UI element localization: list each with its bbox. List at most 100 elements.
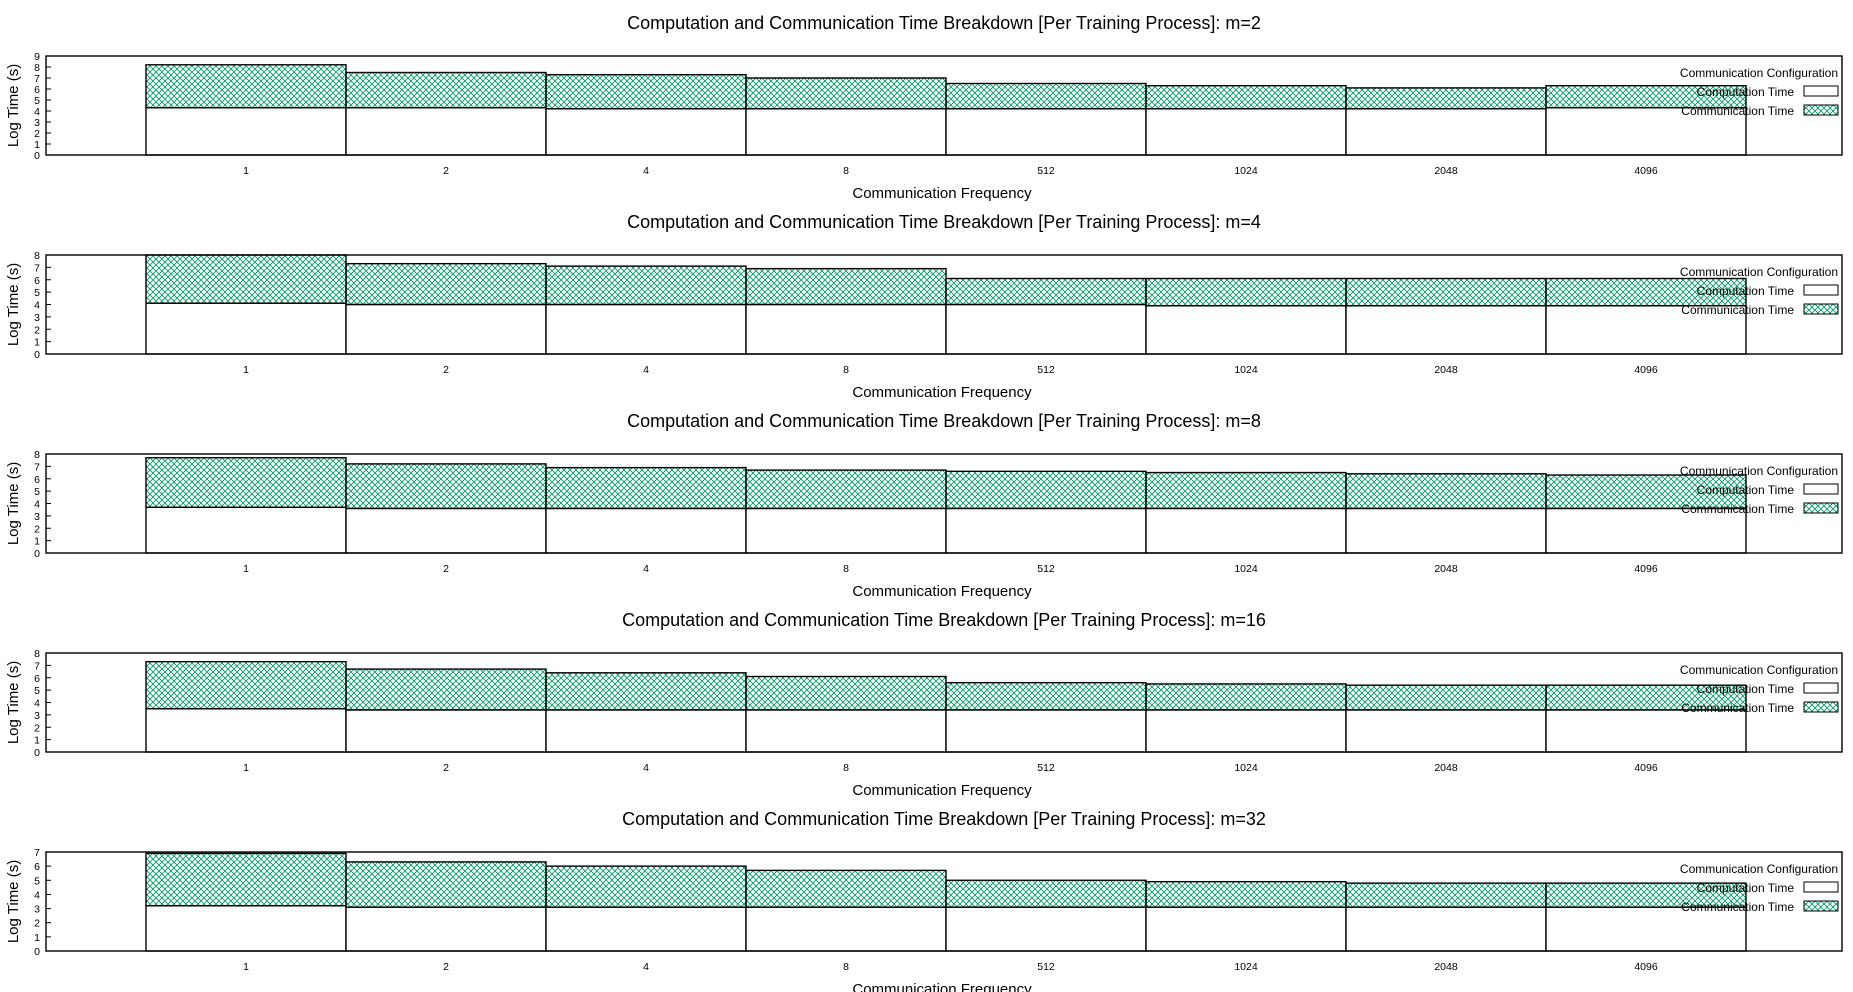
y-tick-label: 8 — [34, 62, 40, 74]
chart-title: Computation and Communication Time Break… — [627, 212, 1261, 232]
bar-communication — [945, 82, 1147, 110]
y-tick-label: 2 — [34, 324, 40, 336]
bar-communication — [145, 660, 347, 710]
chart-panel: Computation and Communication Time Break… — [5, 13, 1843, 202]
bar-computation — [945, 108, 1147, 156]
bar-computation — [545, 709, 747, 753]
y-tick-label: 0 — [34, 150, 40, 162]
bar-communication — [145, 852, 347, 907]
legend-swatch-communication — [1803, 701, 1839, 713]
x-tick-label: 8 — [843, 563, 849, 575]
bar-communication — [545, 466, 747, 510]
bar-computation — [745, 906, 947, 952]
bar-computation — [1145, 906, 1347, 952]
y-tick-label: 1 — [34, 932, 40, 944]
bar-communication — [1345, 684, 1547, 711]
bar-computation — [745, 108, 947, 156]
y-tick-label: 6 — [34, 84, 40, 96]
x-tick-label: 1024 — [1234, 961, 1258, 973]
x-tick-label: 1024 — [1234, 762, 1258, 774]
x-tick-label: 8 — [843, 762, 849, 774]
chart-panel: Computation and Communication Time Break… — [5, 610, 1843, 799]
y-tick-label: 2 — [34, 918, 40, 930]
y-axis-label: Log Time (s) — [5, 661, 22, 744]
legend-label: Communication Time — [1681, 502, 1794, 516]
chart-title: Computation and Communication Time Break… — [622, 610, 1266, 630]
legend: Communication Configuration Computation T… — [1680, 464, 1839, 516]
y-tick-label: 6 — [34, 861, 40, 873]
y-tick-label: 5 — [34, 95, 40, 107]
bar-computation — [345, 507, 547, 554]
chart-title: Computation and Communication Time Break… — [622, 809, 1266, 829]
x-tick-label: 8 — [843, 961, 849, 973]
y-tick-label: 7 — [34, 461, 40, 473]
y-tick-label: 4 — [34, 106, 40, 118]
x-tick-label: 1 — [243, 165, 249, 177]
y-tick-label: 4 — [34, 889, 40, 901]
bar-communication — [945, 879, 1147, 908]
x-axis-label: Communication Frequency — [852, 583, 1032, 600]
x-tick-label: 2048 — [1434, 762, 1458, 774]
y-tick-label: 2 — [34, 523, 40, 535]
legend-label: Computation Time — [1697, 682, 1795, 696]
plot-border — [45, 453, 1843, 554]
x-tick-label: 4 — [643, 762, 649, 774]
legend-label: Communication Time — [1681, 900, 1794, 914]
legend: Communication Configuration Computation T… — [1680, 66, 1839, 118]
y-tick-label: 0 — [34, 946, 40, 958]
legend-swatch-communication — [1803, 502, 1839, 514]
legend-swatch-computation — [1803, 682, 1839, 694]
legend-title: Communication Configuration — [1680, 663, 1838, 677]
y-tick-label: 1 — [34, 735, 40, 747]
bar-communication — [745, 77, 947, 110]
y-tick-label: 7 — [34, 660, 40, 672]
bar-computation — [1545, 305, 1747, 355]
legend-label: Computation Time — [1697, 85, 1795, 99]
x-tick-label: 1024 — [1234, 563, 1258, 575]
legend-swatch-computation — [1803, 881, 1839, 893]
bar-communication — [345, 262, 547, 306]
legend: Communication Configuration Computation T… — [1680, 862, 1839, 914]
y-tick-label: 2 — [34, 722, 40, 734]
bar-computation — [1345, 108, 1547, 156]
legend-title: Communication Configuration — [1680, 464, 1838, 478]
bar-computation — [745, 507, 947, 554]
bar-computation — [1145, 108, 1347, 156]
x-tick-label: 2048 — [1434, 563, 1458, 575]
bar-communication — [745, 675, 947, 711]
bar-communication — [745, 469, 947, 510]
chart-title: Computation and Communication Time Break… — [627, 13, 1261, 33]
bar-communication — [1145, 471, 1347, 510]
x-axis-label: Communication Frequency — [852, 782, 1032, 799]
bar-communication — [1345, 277, 1547, 307]
y-tick-label: 6 — [34, 673, 40, 685]
x-tick-label: 1 — [243, 364, 249, 376]
y-tick-label: 5 — [34, 486, 40, 498]
y-tick-label: 3 — [34, 312, 40, 324]
bar-computation — [1145, 507, 1347, 554]
legend-label: Communication Time — [1681, 104, 1794, 118]
y-tick-label: 7 — [34, 262, 40, 274]
bar-computation — [145, 506, 347, 554]
bar-communication — [345, 668, 547, 711]
bar-communication — [1345, 473, 1547, 510]
y-tick-label: 4 — [34, 499, 40, 511]
bar-computation — [745, 303, 947, 355]
x-tick-label: 1 — [243, 762, 249, 774]
x-tick-label: 4096 — [1634, 364, 1658, 376]
y-axis-label: Log Time (s) — [5, 263, 22, 346]
y-tick-label: 2 — [34, 128, 40, 140]
bar-communication — [1545, 882, 1747, 908]
y-tick-label: 0 — [34, 548, 40, 560]
y-tick-label: 9 — [34, 51, 40, 63]
bar-communication — [1545, 474, 1747, 510]
bar-communication — [1545, 277, 1747, 307]
legend: Communication Configuration Computation T… — [1680, 663, 1839, 715]
x-tick-label: 4096 — [1634, 563, 1658, 575]
plot-border — [45, 55, 1843, 156]
x-tick-label: 1 — [243, 961, 249, 973]
legend: Communication Configuration Computation T… — [1680, 265, 1839, 317]
bar-computation — [545, 906, 747, 952]
x-tick-label: 1 — [243, 563, 249, 575]
y-tick-label: 1 — [34, 139, 40, 151]
